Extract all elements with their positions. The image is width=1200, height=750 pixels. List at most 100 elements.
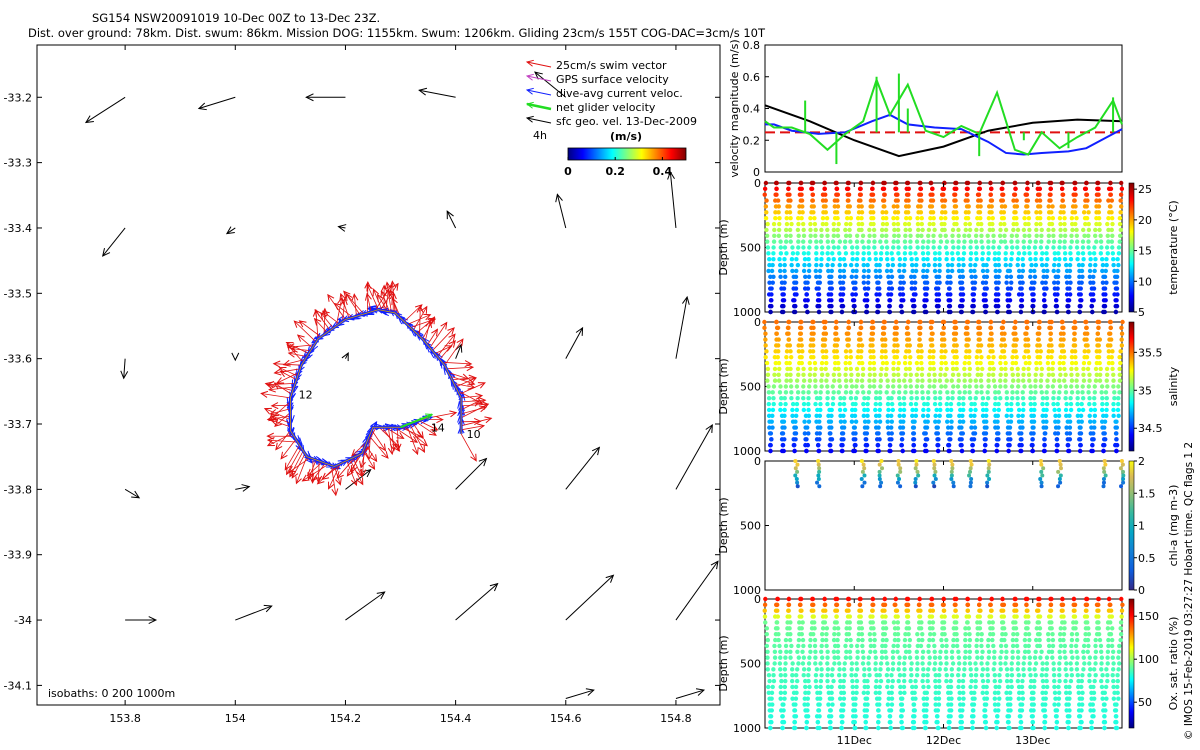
profile-data-point — [836, 221, 841, 227]
profile-data-point — [950, 233, 955, 238]
profile-data-point — [819, 378, 824, 383]
profile-data-point — [1037, 186, 1043, 192]
profile-data-point — [914, 360, 920, 366]
profile-data-point — [885, 702, 891, 707]
legend-arrow — [526, 117, 552, 124]
profile-data-point — [927, 631, 933, 637]
profile-data-point — [905, 325, 910, 331]
profile-data-point — [1084, 215, 1090, 221]
profile-data-point — [908, 678, 913, 684]
profile-data-point — [827, 303, 832, 309]
swim-vector-head — [321, 472, 330, 481]
profile-y-label: Depth (m) — [717, 219, 730, 275]
profile-data-point — [1021, 366, 1026, 372]
profile-data-point — [795, 227, 801, 233]
profile-data-point — [917, 337, 922, 342]
profile-data-point — [762, 614, 768, 619]
profile-data-point — [847, 620, 852, 625]
profile-data-point — [936, 448, 941, 454]
profile-data-point — [846, 602, 852, 608]
profile-data-point — [766, 673, 772, 678]
profile-data-point — [1092, 245, 1097, 250]
chl-data-point — [1038, 477, 1043, 482]
profile-data-point — [848, 349, 853, 354]
profile-data-point — [997, 233, 1003, 238]
chl-data-point — [1039, 469, 1044, 474]
profile-data-point — [973, 233, 979, 238]
profile-data-point — [915, 366, 921, 372]
profile-data-point — [990, 372, 996, 377]
profile-data-point — [1037, 192, 1042, 197]
profile-data-point — [934, 407, 939, 413]
colorbar-tick-label: 25 — [1138, 183, 1152, 196]
profile-data-point — [953, 325, 959, 331]
profile-data-point — [888, 268, 894, 274]
profile-data-point — [1015, 655, 1021, 660]
profile-data-point — [947, 437, 952, 442]
profile-data-point — [1016, 413, 1021, 419]
profile-data-point — [878, 390, 883, 395]
profile-data-point — [1067, 274, 1072, 280]
profile-data-point — [922, 298, 927, 303]
profile-data-point — [1004, 649, 1009, 654]
profile-data-point — [1080, 245, 1086, 250]
profile-data-point — [834, 608, 840, 613]
profile-data-point — [801, 673, 806, 678]
profile-data-point — [992, 407, 997, 413]
profile-data-point — [1072, 186, 1078, 192]
profile-data-point — [997, 245, 1002, 250]
profile-data-point — [902, 239, 908, 244]
profile-data-point — [812, 637, 818, 643]
profile-data-point — [1079, 401, 1084, 407]
profile-data-point — [887, 298, 892, 303]
profile-data-point — [890, 661, 896, 666]
profile-data-point — [1086, 210, 1091, 215]
profile-data-point — [803, 437, 808, 442]
profile-data-point — [1024, 596, 1030, 602]
profile-data-point — [990, 221, 995, 227]
profile-data-point — [1061, 325, 1066, 331]
profile-data-point — [814, 684, 819, 690]
profile-data-point — [957, 425, 962, 430]
profile-data-point — [775, 198, 781, 203]
profile-data-point — [937, 413, 942, 419]
profile-data-point — [1108, 325, 1113, 331]
profile-data-point — [1036, 325, 1042, 331]
profile-data-point — [930, 319, 935, 325]
profile-data-point — [846, 210, 851, 215]
profile-data-point — [1067, 690, 1072, 696]
profile-data-point — [895, 239, 901, 244]
geo-vector-head — [534, 71, 543, 80]
profile-data-point — [1002, 233, 1007, 238]
profile-data-point — [1072, 319, 1078, 325]
profile-data-point — [954, 215, 960, 221]
profile-data-point — [1068, 257, 1074, 262]
chl-data-point — [880, 466, 885, 471]
profile-data-point — [872, 649, 878, 654]
profile-data-point — [1109, 227, 1114, 233]
profile-data-point — [1033, 649, 1038, 654]
profile-data-point — [899, 719, 904, 725]
profile-data-point — [902, 678, 907, 684]
profile-data-point — [822, 620, 828, 625]
profile-data-point — [1025, 180, 1030, 186]
profile-data-point — [801, 366, 806, 372]
profile-data-point — [873, 401, 879, 407]
profile-data-point — [921, 684, 926, 690]
profile-data-point — [848, 655, 853, 660]
profile-data-point — [918, 210, 924, 215]
profile-data-point — [910, 714, 916, 719]
chl-data-point — [985, 484, 990, 489]
profile-data-point — [884, 251, 890, 256]
profile-data-point — [1084, 614, 1090, 619]
profile-data-point — [849, 667, 854, 672]
profile-data-point — [926, 396, 931, 401]
profile-data-point — [922, 719, 927, 725]
profile-data-point — [765, 378, 770, 383]
profile-data-point — [767, 280, 772, 285]
profile-data-point — [1048, 192, 1053, 197]
profile-data-point — [937, 401, 943, 407]
profile-data-point — [905, 614, 911, 619]
chl-data-point — [1103, 473, 1108, 478]
profile-data-point — [794, 678, 800, 684]
